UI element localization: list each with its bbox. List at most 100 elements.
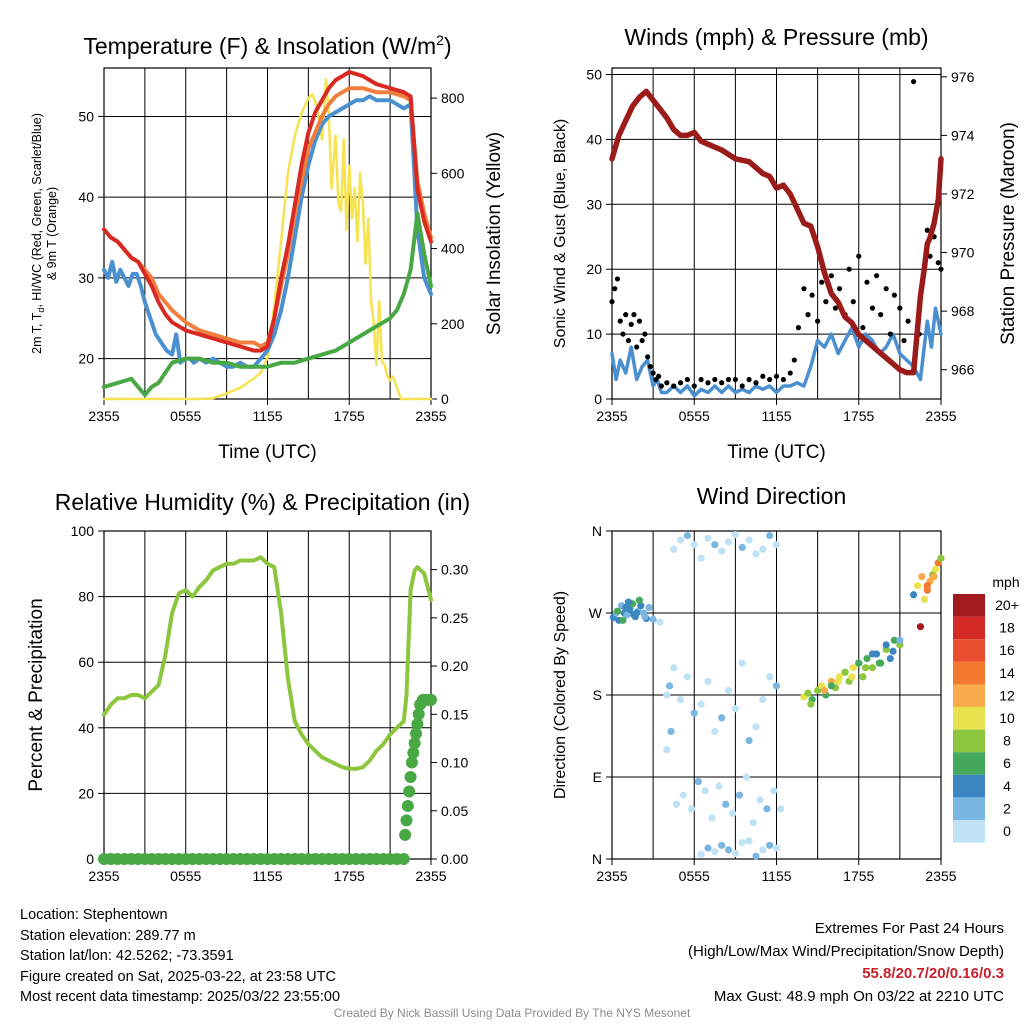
gust-point: [725, 376, 732, 383]
precipitation-point: [411, 717, 424, 730]
y-tick-label: 40: [78, 720, 94, 736]
humidity-chart: Relative Humidity (%) & Precipitation (i…: [26, 489, 470, 884]
direction-point: [704, 844, 712, 852]
extremes-legend: (High/Low/Max Wind/Precipitation/Snow De…: [688, 942, 1004, 960]
gust-point: [628, 321, 634, 327]
gust-point: [656, 373, 662, 379]
colorbar-swatch: [953, 774, 985, 798]
gust-point: [832, 305, 839, 311]
insolation-line: [102, 78, 433, 401]
direction-point: [613, 607, 622, 615]
direction-point: [868, 650, 877, 658]
x-tick-label: 1755: [334, 868, 365, 884]
direction-point: [889, 647, 897, 655]
direction-point: [670, 664, 678, 672]
station-location: Location: Stephentown: [20, 907, 168, 923]
direction-point: [890, 636, 898, 644]
chart-title: Wind Direction: [697, 483, 847, 509]
gust-point: [878, 312, 884, 318]
direction-point: [690, 709, 698, 717]
x-tick-label: 2355: [88, 408, 119, 424]
direction-point: [770, 787, 778, 795]
y-tick-label: E: [593, 769, 602, 785]
direction-point: [711, 541, 719, 549]
direction-point: [641, 613, 649, 621]
direction-point: [742, 773, 750, 781]
direction-point: [886, 654, 894, 663]
station-elevation: Station elevation: 289.77 m: [20, 927, 196, 944]
gust-point: [780, 376, 786, 383]
direction-point: [724, 538, 733, 546]
x-tick-label: 1155: [252, 408, 282, 424]
colorbar-swatch: [953, 797, 985, 820]
direction-point: [766, 673, 774, 681]
precipitation-point: [397, 853, 410, 865]
dewpoint-line: [102, 211, 433, 397]
station-info: Location: Stephentown Station elevation:…: [20, 905, 340, 1008]
direction-point: [637, 602, 645, 610]
plot-border: [611, 530, 942, 860]
direction-point: [777, 805, 785, 813]
gust-point: [809, 292, 815, 298]
gust-point: [828, 273, 834, 279]
gust-point: [664, 380, 670, 386]
direction-point: [875, 659, 883, 667]
gust-point: [631, 312, 637, 318]
x-tick-label: 2355: [415, 868, 446, 884]
gust-point: [805, 312, 811, 318]
colorbar-label: 4: [1003, 778, 1011, 794]
y2-tick-label: 976: [951, 69, 975, 85]
direction-point: [683, 531, 691, 540]
gust-point: [801, 286, 807, 292]
y2-tick-label: 974: [951, 127, 975, 143]
y-tick-label: 30: [78, 270, 94, 286]
direction-point: [804, 689, 812, 697]
direction-point: [633, 609, 641, 617]
x-tick-label: 2355: [596, 408, 627, 424]
direction-point: [759, 545, 767, 553]
colorbar-unit: mph: [992, 574, 1019, 590]
y2-tick-label: 0: [441, 391, 449, 407]
extremes-values: 55.8/20.7/20/0.16/0.3: [862, 965, 1004, 982]
direction-point: [752, 852, 760, 860]
direction-point: [759, 846, 767, 854]
x-tick-label: 2355: [415, 408, 446, 424]
direction-point: [672, 800, 681, 808]
y2-tick-label: 0.10: [441, 755, 468, 771]
max-gust: Max Gust: 48.9 mph On 03/22 at 2210 UTC: [713, 987, 1004, 1005]
y-tick-label: 50: [586, 66, 602, 82]
gust-point: [791, 357, 797, 363]
colorbar-label: 6: [1003, 755, 1011, 771]
direction-point: [619, 616, 627, 624]
gust-point: [658, 383, 664, 389]
direction-point: [731, 849, 739, 858]
gust-point: [698, 376, 704, 383]
y-tick-label: S: [593, 687, 602, 703]
direction-point: [667, 727, 675, 736]
gust-point: [636, 318, 643, 324]
plot-border: [611, 67, 942, 400]
direction-point: [772, 844, 781, 852]
colorbar-label: 20+: [995, 597, 1019, 613]
direction-point: [735, 791, 744, 799]
extremes-title: Extremes For Past 24 Hours: [814, 920, 1004, 937]
gust-point: [739, 383, 745, 389]
direction-point: [759, 695, 767, 704]
colorbar-label: 14: [999, 665, 1015, 681]
colorbar-swatch: [953, 594, 985, 617]
direction-point: [670, 545, 678, 553]
extremes-info: Extremes For Past 24 Hours (High/Low/Max…: [688, 918, 1004, 1008]
colorbar-swatch: [953, 616, 985, 640]
y-tick-label: 10: [586, 326, 602, 342]
direction-point: [701, 787, 709, 795]
gust-point: [938, 266, 944, 272]
direction-point: [820, 686, 829, 695]
gust-point: [897, 305, 903, 311]
gust-point: [719, 380, 725, 386]
direction-point: [624, 598, 633, 606]
direction-point: [738, 659, 746, 667]
gust-point: [642, 331, 648, 337]
direction-point: [909, 591, 918, 599]
gust-point: [846, 266, 852, 272]
